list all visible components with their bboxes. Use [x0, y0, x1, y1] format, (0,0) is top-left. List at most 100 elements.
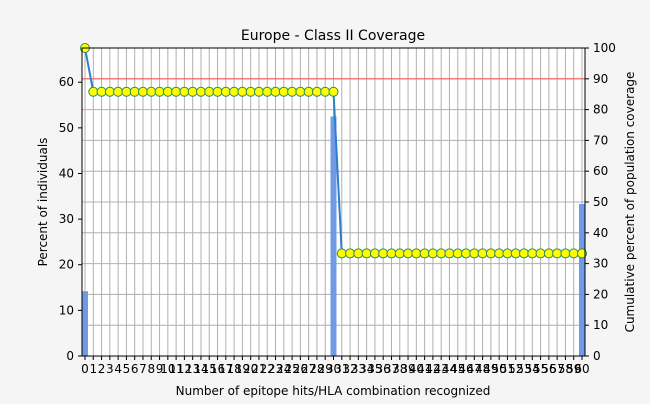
x-tick-label: 9 — [156, 362, 164, 376]
cumulative-marker — [469, 248, 480, 259]
cumulative-marker — [452, 248, 463, 259]
cumulative-marker — [88, 86, 99, 97]
cumulative-marker — [568, 248, 579, 259]
x-tick-label: 32 — [342, 362, 357, 376]
y-axis-right: 0 10 20 30 40 50 60 70 80 90 100 — [585, 41, 616, 363]
y2-tick-label: 20 — [593, 287, 608, 301]
x-tick-label: 10 — [160, 362, 175, 376]
y-tick-label: 30 — [59, 212, 74, 226]
y-tick-label: 0 — [66, 349, 74, 363]
cumulative-marker — [369, 248, 380, 259]
x-tick-label: 38 — [392, 362, 407, 376]
cumulative-marker — [204, 86, 215, 97]
x-tick-label: 15 — [202, 362, 217, 376]
bar — [579, 204, 585, 356]
cumulative-marker — [96, 86, 107, 97]
x-tick-label: 1 — [89, 362, 97, 376]
x-tick-label: 60 — [574, 362, 589, 376]
cumulative-marker — [146, 86, 157, 97]
cumulative-marker — [485, 248, 496, 259]
cumulative-marker — [162, 86, 173, 97]
cumulative-marker — [577, 248, 587, 259]
x-tick-label: 34 — [359, 362, 374, 376]
x-tick-label: 18 — [226, 362, 241, 376]
x-tick-label: 16 — [210, 362, 225, 376]
x-tick-label: 23 — [268, 362, 283, 376]
x-tick-label: 21 — [251, 362, 266, 376]
x-tick-label: 44 — [442, 362, 457, 376]
y-tick-label: 40 — [59, 166, 74, 180]
x-tick-label: 27 — [301, 362, 316, 376]
cumulative-marker — [311, 86, 322, 97]
x-tick-label: 6 — [131, 362, 139, 376]
x-tick-label: 47 — [467, 362, 482, 376]
x-tick-label: 39 — [400, 362, 415, 376]
x-tick-label: 52 — [508, 362, 523, 376]
x-axis: 0 1 2 3 4 5 6 7 8 9101112131415161718192021222324… — [81, 356, 590, 376]
cumulative-marker — [320, 86, 331, 97]
x-tick-label: 2 — [98, 362, 106, 376]
bar — [330, 116, 337, 356]
cumulative-marker — [427, 248, 438, 259]
x-tick-label: 31 — [334, 362, 349, 376]
y2-tick-label: 70 — [593, 133, 608, 147]
cumulative-marker — [171, 86, 182, 97]
y2-tick-label: 30 — [593, 257, 608, 271]
x-tick-label: 57 — [550, 362, 565, 376]
cumulative-marker — [419, 248, 430, 259]
x-tick-label: 46 — [458, 362, 473, 376]
cumulative-marker — [113, 86, 124, 97]
x-tick-label: 11 — [168, 362, 183, 376]
cumulative-marker — [477, 248, 488, 259]
x-tick-label: 8 — [147, 362, 155, 376]
cumulative-marker — [129, 86, 140, 97]
y2-axis-label: Cumulative percent of population coverag… — [623, 72, 637, 333]
y2-tick-label: 80 — [593, 103, 608, 117]
cumulative-marker — [220, 86, 231, 97]
x-tick-label: 55 — [533, 362, 548, 376]
x-tick-label: 49 — [483, 362, 498, 376]
cumulative-marker — [543, 248, 554, 259]
cumulative-marker — [104, 86, 115, 97]
y2-tick-label: 90 — [593, 72, 608, 86]
cumulative-marker — [502, 248, 513, 259]
cumulative-marker — [195, 86, 206, 97]
cumulative-marker — [303, 86, 314, 97]
x-tick-label: 43 — [434, 362, 449, 376]
x-tick-label: 37 — [384, 362, 399, 376]
cumulative-marker — [353, 248, 364, 259]
cumulative-marker — [527, 248, 538, 259]
cumulative-marker — [278, 86, 289, 97]
cumulative-marker — [411, 248, 422, 259]
x-tick-label: 25 — [284, 362, 299, 376]
x-tick-label: 14 — [193, 362, 208, 376]
chart-title: Europe - Class II Coverage — [241, 28, 425, 44]
cumulative-marker — [552, 248, 563, 259]
cumulative-markers-group — [80, 43, 587, 259]
cumulative-marker — [535, 248, 546, 259]
cumulative-marker — [270, 86, 281, 97]
x-tick-label: 17 — [218, 362, 233, 376]
y2-tick-label: 10 — [593, 318, 608, 332]
x-tick-label: 13 — [185, 362, 200, 376]
y2-tick-label: 60 — [593, 164, 608, 178]
cumulative-marker — [237, 86, 248, 97]
cumulative-marker — [345, 248, 356, 259]
x-tick-label: 35 — [367, 362, 382, 376]
cumulative-marker — [560, 248, 571, 259]
x-tick-label: 33 — [351, 362, 366, 376]
x-tick-label: 58 — [558, 362, 573, 376]
cumulative-marker — [187, 86, 198, 97]
cumulative-marker — [212, 86, 223, 97]
y2-tick-label: 100 — [593, 41, 616, 55]
x-tick-label: 50 — [492, 362, 507, 376]
x-tick-label: 26 — [293, 362, 308, 376]
cumulative-marker — [287, 86, 298, 97]
x-tick-label: 54 — [525, 362, 540, 376]
cumulative-marker — [295, 86, 306, 97]
y-axis-label: Percent of individuals — [36, 138, 50, 267]
x-tick-label: 19 — [235, 362, 250, 376]
x-tick-label: 59 — [566, 362, 581, 376]
